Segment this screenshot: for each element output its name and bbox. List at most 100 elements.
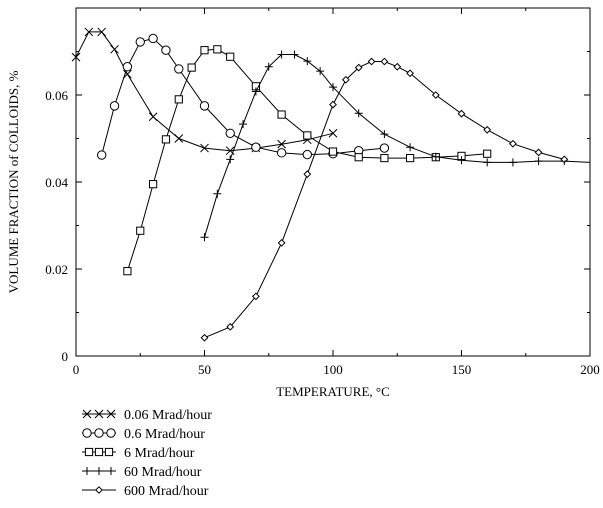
data-point [136,226,145,235]
legend-item: 600 Mrad/hour [82,484,209,499]
data-point [174,64,184,74]
data-point [508,139,517,148]
series-line [204,54,565,238]
data-point [200,46,209,55]
data-point [457,156,466,165]
data-point [379,143,390,153]
data-point [200,143,209,153]
data-point [534,148,543,157]
data-point [264,62,273,71]
data-point [200,333,209,342]
data-point [135,37,145,47]
legend-label: 6 Mrad/hour [124,446,195,461]
legend-marker [95,486,103,494]
legend-item: 6 Mrad/hour [82,446,195,461]
data-point [483,158,492,167]
legend-item: 0.06 Mrad/hour [82,408,212,423]
data-point [161,135,171,144]
data-point [276,148,287,158]
data-point [431,91,440,99]
legend-marker [82,428,92,438]
data-point [123,267,132,276]
data-point [483,125,492,134]
data-point [341,75,350,84]
data-point [239,120,248,129]
legend-marker [94,447,104,457]
y-tick-label: 0.02 [45,262,68,277]
series-line [204,61,565,339]
data-point [97,150,107,160]
data-point [277,110,286,119]
x-tick-label: 0 [73,362,80,377]
data-point [290,50,299,59]
series-600-mrad-hour [200,57,569,342]
series-60-mrad-hour [200,50,569,242]
data-point [560,155,569,164]
legend-item: 0.6 Mrad/hour [82,427,205,442]
x-axis-label: TEMPERATURE, °C [276,384,390,399]
data-point [354,153,363,162]
legend-label: 0.6 Mrad/hour [124,427,205,442]
data-point [329,83,337,92]
legend-marker [83,467,91,475]
data-point [303,57,312,66]
data-point [380,153,389,163]
legend-marker [94,428,104,438]
data-point [71,52,81,62]
data-point [251,87,260,96]
legend-marker [84,447,94,457]
data-point [110,44,119,54]
data-point [187,63,196,72]
data-point [508,158,517,167]
data-point [457,109,466,118]
legend-marker [107,467,115,475]
data-point [149,180,158,189]
data-point [393,62,402,71]
series-6-mrad-hour [123,45,492,276]
data-point [251,292,260,301]
legend-label: 60 Mrad/hour [124,465,202,480]
data-point [277,50,286,59]
legend-marker [82,409,92,419]
legend-item: 60 Mrad/hour [82,465,202,480]
data-point [225,128,235,138]
y-axis-label: VOLUME FRACTION of COLLOIDS, % [6,70,21,293]
data-point [213,189,222,198]
data-point [354,63,363,72]
data-point [367,57,376,66]
data-point [303,131,312,140]
data-point [200,233,209,242]
legend-marker [106,428,116,438]
series-tail-line [564,160,591,163]
x-tick-label: 150 [452,362,472,377]
data-point [328,147,338,156]
legend-label: 0.06 Mrad/hour [124,408,212,423]
data-point [109,101,120,111]
data-point [354,109,363,118]
legend-marker [106,409,116,419]
legend-marker [95,467,103,475]
data-point [329,100,337,109]
data-point [161,45,171,55]
data-point [122,62,133,72]
x-tick-label: 100 [323,362,343,377]
data-point [277,139,286,149]
data-point [213,45,222,54]
data-point [406,69,415,78]
x-tick-label: 50 [198,362,211,377]
data-point [534,157,543,166]
y-tick-label: 0 [62,349,69,364]
data-point [97,27,107,37]
data-point [431,152,440,161]
legend: 0.06 Mrad/hour 0.6 Mrad/hour 6 Mrad/hour 60… [82,408,212,499]
data-point [174,134,184,143]
data-point [406,143,415,152]
data-point [277,238,286,247]
data-point [380,130,389,139]
legend-marker [94,409,104,419]
data-point [84,27,94,37]
data-point [316,67,325,76]
data-point [123,69,132,79]
y-tick-label: 0.06 [45,88,68,103]
